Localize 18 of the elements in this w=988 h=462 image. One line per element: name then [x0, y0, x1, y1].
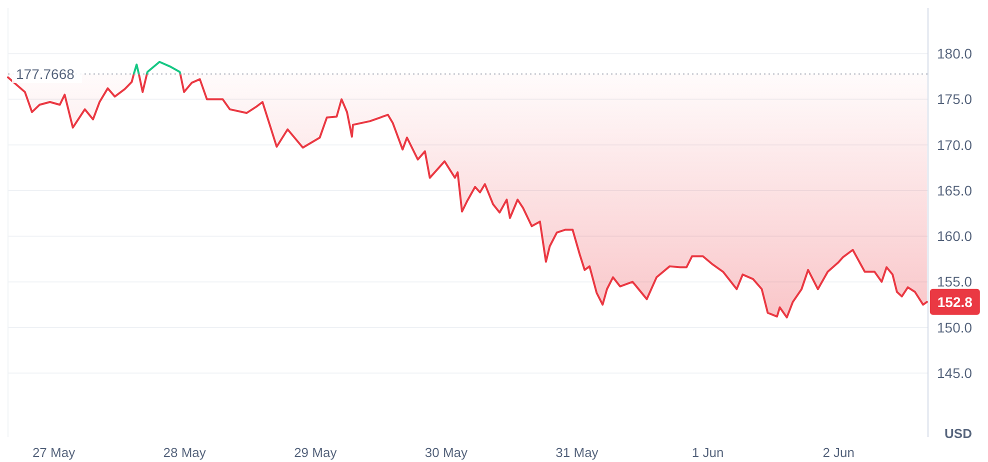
- x-tick-label: 1 Jun: [692, 445, 724, 460]
- y-tick-label: 175.0: [937, 91, 972, 108]
- y-tick-label: 170.0: [937, 136, 972, 153]
- y-tick-label: 155.0: [937, 274, 972, 290]
- y-tick-label: 150.0: [937, 319, 972, 336]
- ref-line-label: 177.7668: [16, 66, 75, 82]
- x-tick-label: 31 May: [556, 445, 599, 460]
- y-tick-label: 145.0: [937, 365, 972, 382]
- x-tick-label: 30 May: [424, 445, 468, 460]
- x-tick-label: 28 May: [163, 445, 206, 460]
- annotation: 152.8: [937, 294, 973, 310]
- x-tick-label: 2 Jun: [822, 445, 855, 460]
- x-tick-label: 29 May: [294, 445, 338, 460]
- y-tick-label: 180.0: [937, 46, 972, 62]
- y-tick-label: 160.0: [937, 228, 972, 244]
- y-axis-title: USD: [944, 426, 972, 441]
- y-tick-label: 165.0: [937, 182, 972, 198]
- x-tick-label: 27 May: [32, 445, 76, 460]
